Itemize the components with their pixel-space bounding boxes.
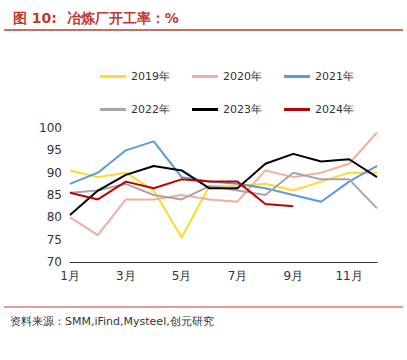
svg-text:11月: 11月 [335, 269, 362, 283]
svg-text:2022年: 2022年 [131, 103, 170, 116]
svg-text:3月: 3月 [116, 269, 136, 283]
svg-text:2024年: 2024年 [315, 103, 354, 116]
svg-text:95: 95 [47, 143, 62, 157]
svg-text:2020年: 2020年 [223, 70, 262, 83]
svg-text:80: 80 [47, 210, 62, 224]
svg-text:85: 85 [47, 188, 62, 202]
svg-text:1月: 1月 [60, 269, 80, 283]
svg-text:2021年: 2021年 [315, 70, 354, 83]
svg-text:70: 70 [47, 255, 62, 269]
svg-text:5月: 5月 [172, 269, 192, 283]
svg-text:7月: 7月 [228, 269, 248, 283]
svg-text:资料来源：SMM,iFind,Mysteel,创元研究: 资料来源：SMM,iFind,Mysteel,创元研究 [10, 315, 214, 328]
svg-text:9月: 9月 [283, 269, 303, 283]
svg-text:2023年: 2023年 [223, 103, 262, 116]
svg-text:图 10: 冶炼厂开工率：%: 图 10: 冶炼厂开工率：% [13, 10, 179, 26]
svg-text:100: 100 [39, 121, 62, 135]
svg-text:90: 90 [47, 166, 62, 180]
svg-text:75: 75 [47, 233, 62, 247]
svg-text:2019年: 2019年 [131, 70, 170, 83]
